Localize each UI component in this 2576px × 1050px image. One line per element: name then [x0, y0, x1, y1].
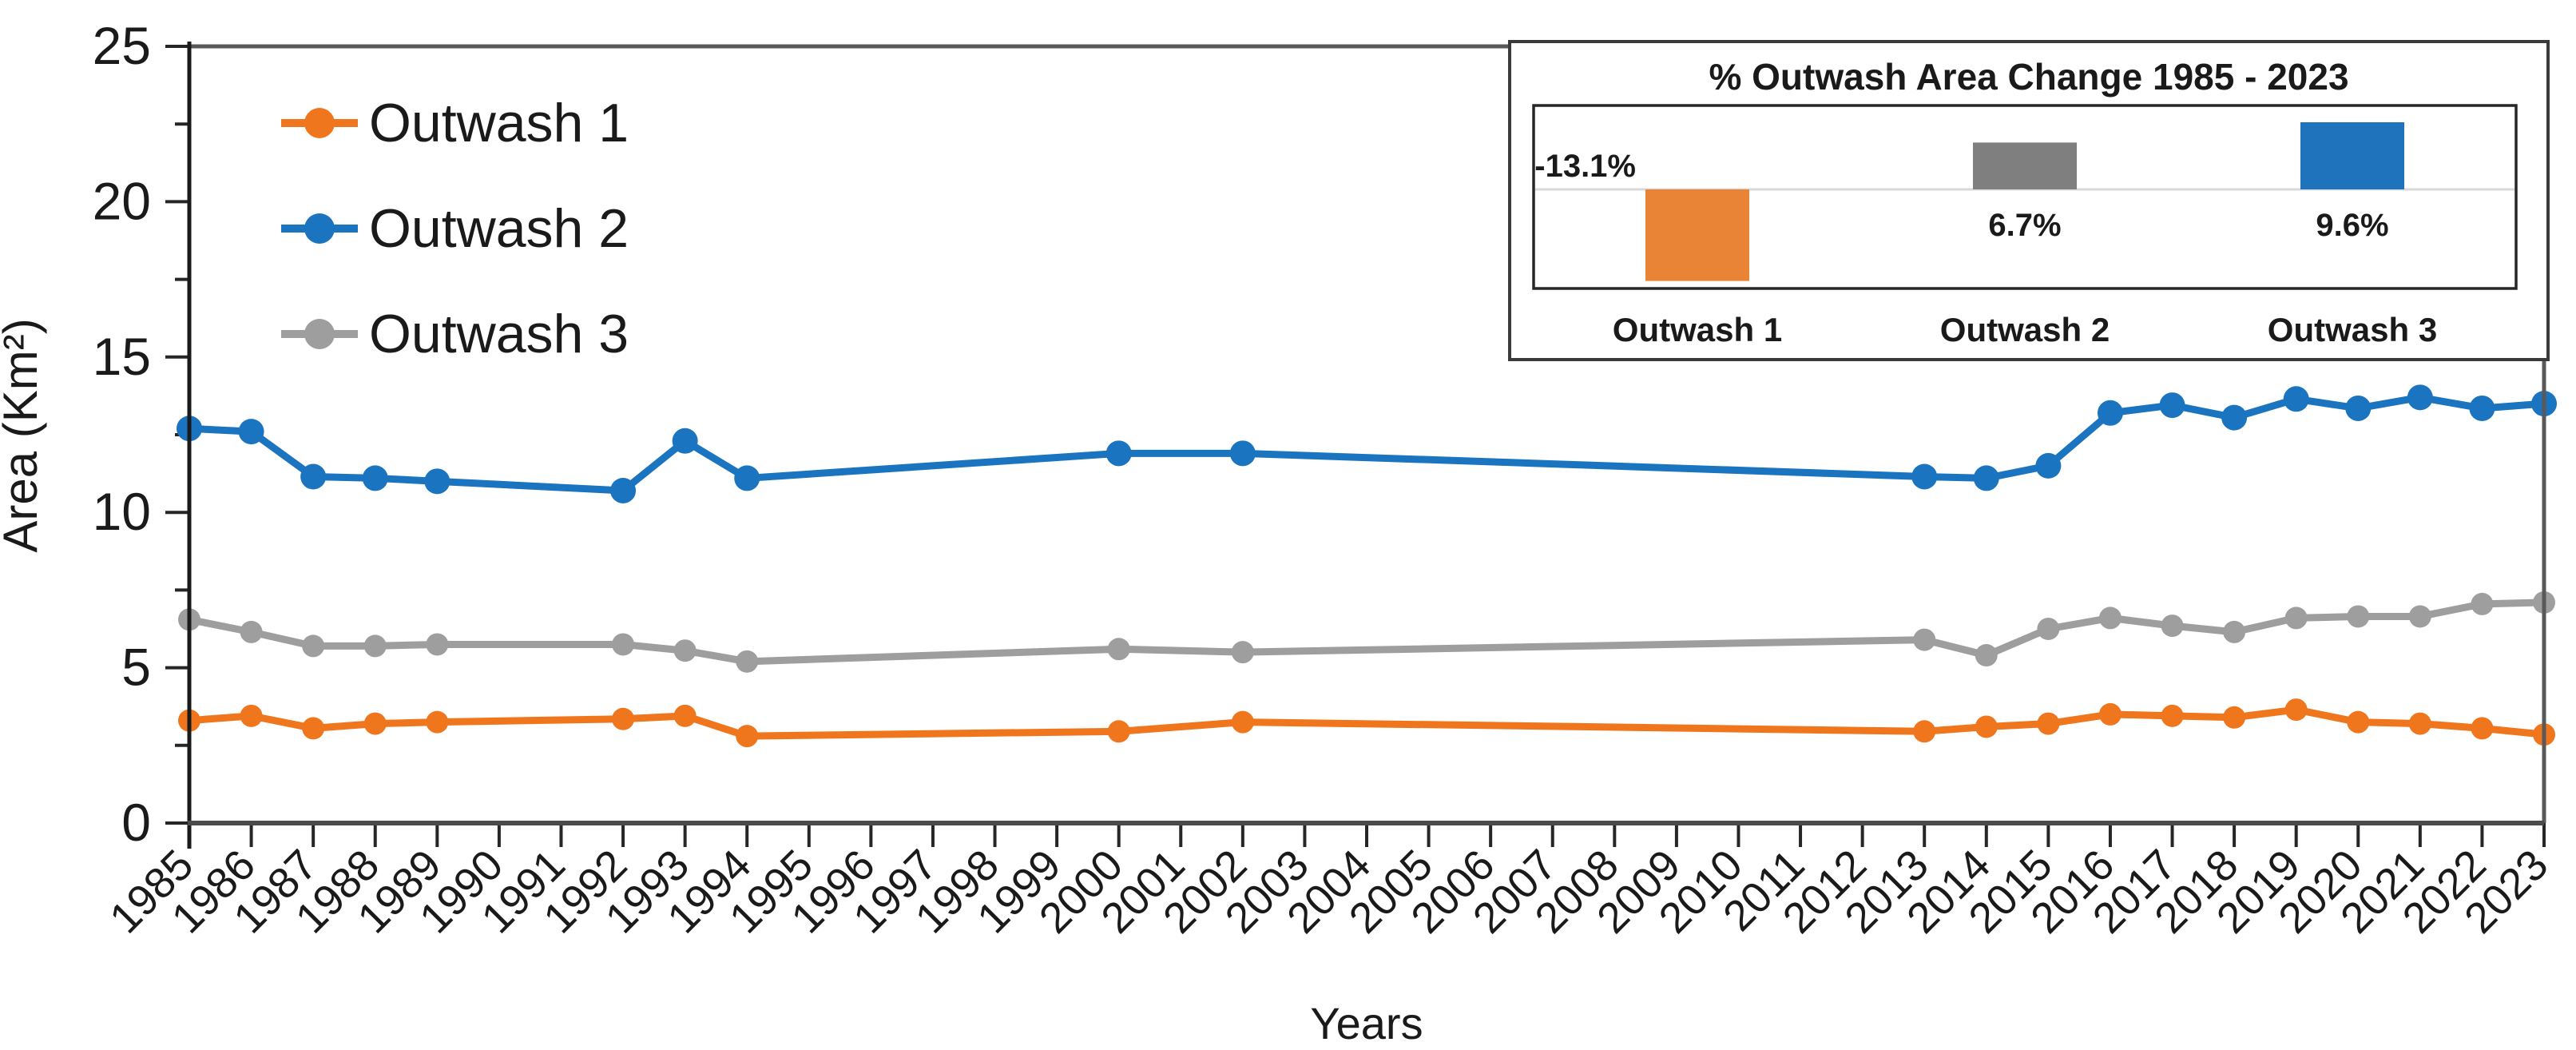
- data-point-marker-outwash-2-2022: [2469, 395, 2495, 421]
- inset-bar-value-label: 9.6%: [2316, 208, 2388, 243]
- inset-bar-outwash-3: [2300, 122, 2404, 189]
- data-point-marker-outwash-3-2020: [2347, 605, 2370, 628]
- y-tick-label: 0: [121, 793, 151, 852]
- inset-bar-outwash-2: [1973, 142, 2077, 189]
- legend-item-label: Outwash 1: [369, 93, 629, 153]
- series-line-outwash-2: [185, 393, 2548, 495]
- inset-title: % Outwash Area Change 1985 - 2023: [1709, 56, 2348, 97]
- series-group: [177, 384, 2557, 748]
- series-outwash-2: [177, 384, 2557, 503]
- data-point-marker-outwash-3-2019: [2284, 607, 2308, 630]
- data-point-marker-outwash-1-2019: [2284, 698, 2308, 722]
- y-tick-label: 15: [93, 327, 151, 386]
- data-point-marker-outwash-3-2002: [1231, 641, 1254, 664]
- data-point-marker-outwash-2-2020: [2345, 395, 2372, 421]
- data-point-marker-outwash-1-2017: [2161, 704, 2184, 727]
- data-point-marker-outwash-1-2018: [2223, 706, 2246, 729]
- data-point-marker-outwash-3-1987: [302, 634, 325, 658]
- data-point-marker-outwash-3-2000: [1107, 638, 1130, 661]
- data-point-marker-outwash-1-1993: [673, 704, 697, 727]
- data-point-marker-outwash-1-2013: [1913, 720, 1936, 743]
- data-point-marker-outwash-2-2000: [1105, 440, 1132, 467]
- data-point-marker-outwash-2-1994: [734, 465, 760, 491]
- data-point-marker-outwash-2-1988: [362, 465, 388, 491]
- legend-marker-dot-outwash-1: [304, 108, 335, 138]
- data-point-marker-outwash-2-2021: [2407, 384, 2433, 411]
- series-line-outwash-3: [185, 599, 2548, 666]
- data-point-marker-outwash-2-2018: [2221, 404, 2248, 431]
- series-line-outwash-1: [185, 706, 2548, 740]
- y-tick-label: 25: [93, 16, 151, 75]
- data-point-marker-outwash-1-1988: [363, 712, 387, 735]
- data-point-marker-outwash-3-2018: [2223, 620, 2246, 643]
- inset-category-label: Outwash 2: [1940, 311, 2110, 348]
- legend-item-outwash-3: Outwash 3: [281, 304, 629, 364]
- data-point-marker-outwash-2-1987: [300, 463, 327, 490]
- inset-bars: -13.1% Outwash 1 6.7% Outwash 2 9.6% Outwash …: [1534, 122, 2437, 348]
- data-point-marker-outwash-3-1989: [426, 633, 449, 656]
- legend-item-label: Outwash 3: [369, 304, 629, 364]
- data-point-marker-outwash-3-2022: [2471, 592, 2494, 615]
- data-point-marker-outwash-3-2017: [2161, 614, 2184, 638]
- data-point-marker-outwash-2-2016: [2097, 400, 2123, 426]
- legend-item-outwash-2: Outwash 2: [281, 198, 629, 259]
- inset-bar-value-label: 6.7%: [1988, 208, 2061, 243]
- data-point-marker-outwash-3-2021: [2408, 605, 2431, 628]
- y-tick-label: 20: [93, 171, 151, 230]
- data-point-marker-outwash-3-2016: [2098, 607, 2122, 630]
- data-point-marker-outwash-2-1992: [610, 477, 637, 503]
- data-point-marker-outwash-1-1987: [302, 717, 325, 740]
- data-point-marker-outwash-2-2014: [1973, 465, 1999, 491]
- inset-category-label: Outwash 1: [1613, 311, 1782, 348]
- y-tick-label: 10: [93, 482, 151, 541]
- data-point-marker-outwash-1-1994: [736, 725, 759, 748]
- data-point-marker-outwash-3-1993: [673, 639, 697, 662]
- y-tick-label: 5: [121, 638, 151, 697]
- data-point-marker-outwash-1-1989: [426, 710, 449, 734]
- series-outwash-3: [178, 591, 2555, 673]
- data-point-marker-outwash-1-1986: [240, 704, 263, 727]
- inset-category-label: Outwash 3: [2268, 311, 2437, 348]
- inset-chart: % Outwash Area Change 1985 - 2023 -13.1%…: [1508, 40, 2550, 361]
- data-point-marker-outwash-1-2000: [1107, 720, 1130, 743]
- x-axis-title: Years: [1310, 998, 1423, 1048]
- data-point-marker-outwash-1-2021: [2408, 712, 2431, 735]
- data-point-marker-outwash-2-2002: [1229, 440, 1256, 467]
- legend: Outwash 1 Outwash 2 Outwash 3: [281, 93, 629, 364]
- data-point-marker-outwash-3-1986: [240, 620, 263, 643]
- inset-bar-value-label: -13.1%: [1534, 149, 1636, 184]
- legend-item-label: Outwash 2: [369, 198, 629, 259]
- data-point-marker-outwash-2-1986: [238, 419, 264, 445]
- data-point-marker-outwash-1-2015: [2037, 712, 2060, 735]
- data-point-marker-outwash-3-1992: [612, 633, 635, 656]
- data-point-marker-outwash-2-2015: [2035, 452, 2062, 479]
- axes: 0510152025198519861987198819891990199119…: [93, 16, 2558, 942]
- data-point-marker-outwash-1-1992: [612, 707, 635, 730]
- data-point-marker-outwash-1-2014: [1975, 715, 1998, 738]
- series-outwash-1: [178, 698, 2555, 748]
- data-point-marker-outwash-2-2013: [1911, 463, 1938, 490]
- data-point-marker-outwash-2-1993: [672, 428, 698, 454]
- data-point-marker-outwash-3-1994: [736, 650, 759, 673]
- data-point-marker-outwash-1-2020: [2347, 710, 2370, 734]
- data-point-marker-outwash-2-1989: [424, 468, 451, 495]
- inset-bar-outwash-1: [1645, 189, 1749, 281]
- data-point-marker-outwash-1-2016: [2098, 702, 2122, 726]
- y-axis-title: Area (Km²): [0, 318, 47, 552]
- data-point-marker-outwash-3-2014: [1975, 644, 1998, 667]
- legend-marker-dot-outwash-3: [304, 319, 335, 349]
- data-point-marker-outwash-2-2017: [2159, 392, 2185, 419]
- legend-item-outwash-1: Outwash 1: [281, 93, 629, 153]
- data-point-marker-outwash-3-2013: [1913, 628, 1936, 651]
- data-point-marker-outwash-3-2015: [2037, 618, 2060, 640]
- legend-marker-dot-outwash-2: [304, 213, 335, 244]
- data-point-marker-outwash-1-2002: [1231, 710, 1254, 734]
- data-point-marker-outwash-2-2019: [2283, 386, 2309, 412]
- data-point-marker-outwash-1-2022: [2471, 717, 2494, 740]
- data-point-marker-outwash-3-1988: [363, 634, 387, 658]
